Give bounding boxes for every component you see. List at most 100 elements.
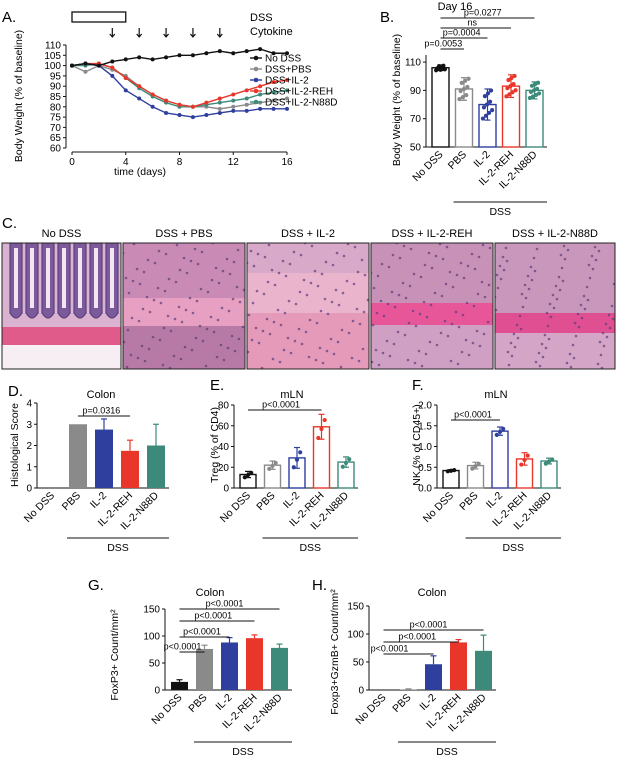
data-point (482, 94, 488, 99)
nucleus (385, 339, 389, 343)
nucleus (427, 251, 431, 255)
nucleus (238, 300, 242, 304)
nucleus (233, 349, 237, 353)
nucleus (336, 340, 340, 344)
panel-f-letter: F. (412, 377, 424, 394)
nucleus (241, 325, 245, 329)
panel-a-point (164, 98, 169, 103)
panel-e-letter: E. (210, 377, 224, 394)
nucleus (532, 256, 536, 260)
nucleus (580, 316, 584, 320)
panel-a-point (150, 104, 155, 109)
nucleus (361, 347, 365, 351)
nucleus (546, 324, 550, 328)
data-point (316, 435, 321, 441)
y-tick-label: 90 (410, 86, 422, 97)
bar (431, 67, 450, 148)
nucleus (228, 272, 232, 276)
panel-c-histology-images: No DSS DSS + PBS DSS + IL-2 DSS + IL-2-REH D… (1, 228, 616, 370)
nucleus (215, 355, 219, 359)
tissue-layer (123, 243, 245, 298)
nucleus (587, 263, 591, 267)
y-tick-label: 1 (26, 462, 32, 473)
nucleus (318, 346, 322, 350)
nucleus (541, 355, 545, 359)
panel-d-histological-score: D. Colon Histological Score 0 1 2 3 4 No DSS P… (8, 383, 169, 554)
panel-a-point (70, 63, 74, 68)
bar (450, 642, 467, 690)
nucleus (206, 290, 210, 294)
nucleus (374, 348, 378, 352)
legend-entry: DSS+IL-2-N88D (265, 98, 338, 109)
nucleus (222, 358, 226, 362)
category-label: PBS (186, 692, 209, 715)
nucleus (460, 350, 464, 354)
tissue-layer (371, 303, 493, 325)
panel-a-point (217, 106, 222, 111)
nucleus (314, 358, 318, 362)
panel-a-point (285, 96, 289, 101)
nucleus (377, 363, 381, 367)
nucleus (563, 257, 567, 261)
nucleus (434, 254, 438, 258)
nucleus (470, 252, 474, 256)
nucleus (390, 290, 394, 294)
panel-a-point (177, 102, 182, 107)
nucleus (123, 340, 126, 344)
nucleus (509, 341, 513, 345)
panel-a-y-tick-label: 90 (50, 82, 62, 93)
nucleus (339, 365, 343, 369)
nucleus (483, 295, 487, 299)
panel-g-letter: G. (88, 577, 104, 594)
panel-a-xlabel: time (days) (114, 166, 166, 178)
nucleus (372, 286, 376, 290)
category-label: PBS (390, 692, 413, 715)
histology-image (371, 243, 493, 369)
panel-a-series (70, 47, 289, 120)
panel-a-x-tick-label: 16 (281, 157, 293, 168)
panel-a-point (258, 106, 263, 111)
nucleus (444, 282, 448, 286)
tissue-layer (247, 243, 369, 273)
nucleus (282, 348, 286, 352)
nucleus (487, 283, 491, 287)
panel-f-title: mLN (484, 389, 507, 401)
tissue-layer (123, 298, 245, 326)
data-point (519, 462, 524, 467)
nucleus (611, 317, 615, 321)
nucleus (157, 249, 161, 253)
nucleus (130, 316, 134, 320)
nucleus (409, 247, 413, 251)
nucleus (320, 272, 324, 276)
nucleus (393, 305, 397, 309)
y-tick-label: 2.0 (418, 401, 432, 412)
data-point (536, 91, 542, 96)
panel-h-letter: H. (312, 577, 327, 594)
bar (95, 429, 113, 488)
histology-frame (246, 242, 370, 370)
nucleus (307, 355, 311, 359)
panel-d-letter: D. (8, 383, 23, 400)
nucleus (562, 244, 566, 248)
submucosa (2, 345, 121, 369)
tissue-layer (371, 243, 493, 303)
panel-a-point (177, 113, 182, 118)
y-tick-label: 80 (218, 401, 230, 412)
nucleus (268, 332, 272, 336)
nucleus (195, 299, 199, 303)
nucleus (548, 302, 552, 306)
nucleus (612, 282, 615, 286)
nucleus (278, 360, 282, 364)
panel-d-title: Colon (87, 389, 116, 401)
data-point (442, 67, 447, 72)
nucleus (425, 315, 429, 319)
category-label: PBS (60, 490, 83, 513)
nucleus (465, 301, 469, 305)
panel-c-letter: C. (2, 215, 17, 232)
dss-period-bar (71, 11, 127, 23)
data-point (298, 450, 303, 455)
legend-entry: DSS+PBS (265, 65, 312, 76)
panel-a-point (204, 100, 209, 105)
panel-a-x-tick-label: 12 (228, 157, 240, 168)
